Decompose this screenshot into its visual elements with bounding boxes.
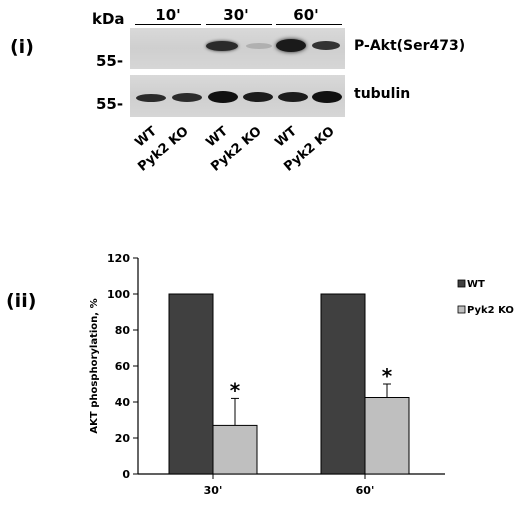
band-tubulin-30-wt xyxy=(208,91,238,103)
y-tick-label: 80 xyxy=(115,324,131,337)
band-tubulin-30-ko xyxy=(243,92,273,102)
marker-55-bottom: 55- xyxy=(96,95,124,113)
timepoint-10: 10' xyxy=(155,6,181,24)
y-tick-label: 60 xyxy=(115,360,131,373)
legend-label-wt: WT xyxy=(467,279,485,290)
timepoint-30: 30' xyxy=(223,6,249,24)
timepoint-line-30 xyxy=(206,24,272,25)
significance-star: * xyxy=(382,364,393,388)
timepoint-line-60 xyxy=(276,24,342,25)
band-p-akt-30-ko xyxy=(246,43,272,49)
panel-label-i: (i) xyxy=(10,36,34,58)
bar-pyk2-ko xyxy=(212,424,258,475)
significance-star: * xyxy=(230,378,241,402)
marker-55-top: 55- xyxy=(96,52,124,70)
y-axis-label: AKT phosphorylation, % xyxy=(89,298,100,433)
legend-swatch-wt xyxy=(457,279,466,288)
band-tubulin-60-ko xyxy=(312,91,342,103)
x-tick-label: 60' xyxy=(356,484,375,497)
bar-chart: 0 20 40 60 80 100 120 AKT phosphorylation, % 30'… xyxy=(89,252,514,497)
y-tick-label: 40 xyxy=(115,396,131,409)
y-tick-label: 120 xyxy=(107,252,130,265)
band-tubulin-10-wt xyxy=(136,94,166,102)
band-p-akt-60-wt xyxy=(276,39,306,52)
x-tick-label: 30' xyxy=(204,484,223,497)
bar-wt xyxy=(168,293,214,475)
panel-label-ii: (ii) xyxy=(6,290,37,312)
y-tick-label: 0 xyxy=(122,468,130,481)
bar-pyk2-ko xyxy=(364,397,410,475)
blot-label-p-akt: P-Akt(Ser473) xyxy=(354,38,466,54)
kda-label: kDa xyxy=(92,10,125,28)
blot-tubulin xyxy=(130,75,345,117)
blot-p-akt xyxy=(130,28,345,69)
timepoint-line-10 xyxy=(135,24,201,25)
y-tick-label: 100 xyxy=(107,288,130,301)
band-tubulin-60-wt xyxy=(278,92,308,102)
legend-swatch-pyk2-ko xyxy=(457,305,466,314)
legend-label-pyk2-ko: Pyk2 KO xyxy=(467,305,514,316)
band-p-akt-60-ko xyxy=(312,41,340,50)
blot-label-tubulin: tubulin xyxy=(354,86,411,102)
lane-label-wt: WT xyxy=(272,124,300,151)
timepoint-60: 60' xyxy=(293,6,319,24)
band-tubulin-10-ko xyxy=(172,93,202,102)
band-p-akt-30-wt xyxy=(206,41,238,51)
bar-wt xyxy=(320,293,366,475)
y-tick-label: 20 xyxy=(115,432,131,445)
